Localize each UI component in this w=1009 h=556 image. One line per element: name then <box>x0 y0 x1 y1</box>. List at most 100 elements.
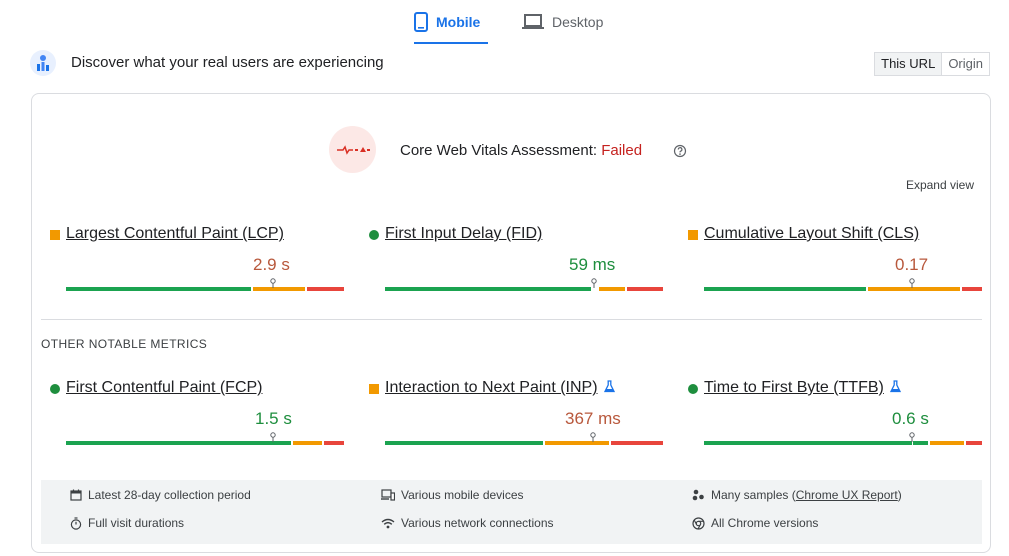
needs-improvement-square-icon <box>50 230 60 240</box>
metric-fid: First Input Delay (FID) 59 ms <box>369 225 663 295</box>
bar-good <box>704 441 912 445</box>
failed-badge-icon <box>329 126 376 173</box>
needs-improvement-square-icon <box>688 230 698 240</box>
info-network: Various network connections <box>381 516 554 530</box>
info-visit-durations-text: Full visit durations <box>88 516 185 530</box>
distribution-bar-fcp <box>66 432 344 445</box>
distribution-bar-cls <box>704 278 982 291</box>
info-samples-prefix: Many samples ( <box>711 488 796 502</box>
good-dot-icon <box>688 384 698 394</box>
bar-poor <box>962 287 982 291</box>
tab-desktop[interactable]: Desktop <box>522 0 622 44</box>
stopwatch-icon <box>70 516 82 530</box>
origin-button[interactable]: Origin <box>948 56 983 71</box>
assessment-status: Failed <box>601 142 643 159</box>
tab-mobile-label: Mobile <box>436 14 481 30</box>
pin-marker-icon <box>909 432 915 442</box>
flask-icon <box>889 380 901 393</box>
laptop-icon <box>522 14 544 29</box>
bar-poor <box>307 287 344 291</box>
bar-poor <box>611 441 663 445</box>
bar-good <box>913 441 928 445</box>
distribution-bar-ttfb <box>704 432 982 445</box>
bar-poor <box>966 441 982 445</box>
info-network-text: Various network connections <box>401 516 554 530</box>
distribution-bar-fid <box>385 278 663 291</box>
bar-needs-improvement <box>930 441 964 445</box>
info-samples: Many samples (Chrome UX Report) <box>692 488 902 502</box>
bar-good <box>704 287 866 291</box>
info-devices-text: Various mobile devices <box>401 488 524 502</box>
metric-name-lcp[interactable]: Largest Contentful Paint (LCP) <box>66 225 284 242</box>
info-visit-durations: Full visit durations <box>70 516 184 530</box>
metric-name-inp-label: Interaction to Next Paint (INP) <box>385 379 598 396</box>
needs-improvement-square-icon <box>369 384 379 394</box>
metric-value-fcp: 1.5 s <box>255 409 292 428</box>
metric-value-fid: 59 ms <box>569 255 616 274</box>
pin-marker-icon <box>270 278 276 288</box>
bar-poor <box>324 441 344 445</box>
pin-marker-icon <box>270 432 276 442</box>
metric-cls: Cumulative Layout Shift (CLS) 0.17 <box>688 225 982 295</box>
assessment-label: Core Web Vitals Assessment: <box>400 142 598 159</box>
metric-lcp: Largest Contentful Paint (LCP) 2.9 s <box>50 225 344 295</box>
samples-icon <box>692 489 704 501</box>
collection-info-panel: Latest 28-day collection period Full vis… <box>41 480 982 544</box>
bar-needs-improvement <box>868 287 960 291</box>
pin-marker-icon <box>590 432 596 442</box>
info-samples-suffix: ) <box>897 488 902 502</box>
good-dot-icon <box>369 230 379 240</box>
metric-inp: Interaction to Next Paint (INP) 367 ms <box>369 379 663 449</box>
metric-name-ttfb[interactable]: Time to First Byte (TTFB) <box>704 379 901 397</box>
bar-needs-improvement <box>293 441 322 445</box>
good-dot-icon <box>50 384 60 394</box>
expand-view-link[interactable]: Expand view <box>905 178 974 192</box>
tab-mobile[interactable]: Mobile <box>414 0 488 44</box>
bar-poor <box>627 287 663 291</box>
info-devices: Various mobile devices <box>381 488 524 502</box>
this-url-button[interactable]: This URL <box>875 53 943 75</box>
bar-good <box>66 441 291 445</box>
bar-needs-improvement <box>253 287 305 291</box>
flask-icon <box>603 380 615 393</box>
devices-icon <box>381 489 395 501</box>
phone-icon <box>414 12 428 32</box>
metric-name-inp[interactable]: Interaction to Next Paint (INP) <box>385 379 615 397</box>
active-tab-underline <box>414 42 488 44</box>
metric-name-fcp[interactable]: First Contentful Paint (FCP) <box>66 379 263 396</box>
crux-title: Discover what your real users are experi… <box>71 54 384 71</box>
crux-header: Discover what your real users are experi… <box>30 50 990 78</box>
field-data-card: Core Web Vitals Assessment: Failed Expan… <box>31 93 991 553</box>
metric-fcp: First Contentful Paint (FCP) 1.5 s <box>50 379 344 449</box>
bar-good <box>66 287 251 291</box>
metric-value-ttfb: 0.6 s <box>892 409 929 428</box>
metric-value-cls: 0.17 <box>895 255 929 274</box>
other-metrics-heading: OTHER NOTABLE METRICS <box>41 337 208 351</box>
device-tabs: Mobile Desktop <box>0 0 1009 46</box>
metric-value-inp: 367 ms <box>565 409 621 428</box>
calendar-icon <box>70 489 82 501</box>
metric-name-fid[interactable]: First Input Delay (FID) <box>385 225 543 242</box>
wifi-icon <box>381 518 395 528</box>
assessment-heading: Core Web Vitals Assessment: Failed <box>400 142 642 159</box>
info-collection-period-text: Latest 28-day collection period <box>88 488 251 502</box>
chrome-ux-report-link[interactable]: Chrome UX Report <box>795 488 898 502</box>
metric-ttfb: Time to First Byte (TTFB) 0.6 s <box>688 379 982 449</box>
section-divider <box>41 319 982 320</box>
url-origin-toggle: This URL Origin <box>874 52 990 76</box>
tab-desktop-label: Desktop <box>552 14 604 30</box>
info-chrome-versions: All Chrome versions <box>692 516 818 530</box>
info-collection-period: Latest 28-day collection period <box>70 488 251 502</box>
help-icon[interactable] <box>673 144 687 158</box>
bar-needs-improvement <box>545 441 609 445</box>
pin-marker-icon <box>591 278 597 288</box>
metric-name-cls[interactable]: Cumulative Layout Shift (CLS) <box>704 225 920 242</box>
users-chart-icon <box>30 50 56 76</box>
metric-name-ttfb-label: Time to First Byte (TTFB) <box>704 379 884 396</box>
pin-marker-icon <box>909 278 915 288</box>
metric-value-lcp: 2.9 s <box>253 255 290 274</box>
bar-good <box>385 287 591 291</box>
info-chrome-versions-text: All Chrome versions <box>711 516 819 530</box>
bar-good <box>385 441 543 445</box>
chrome-icon <box>692 516 705 530</box>
